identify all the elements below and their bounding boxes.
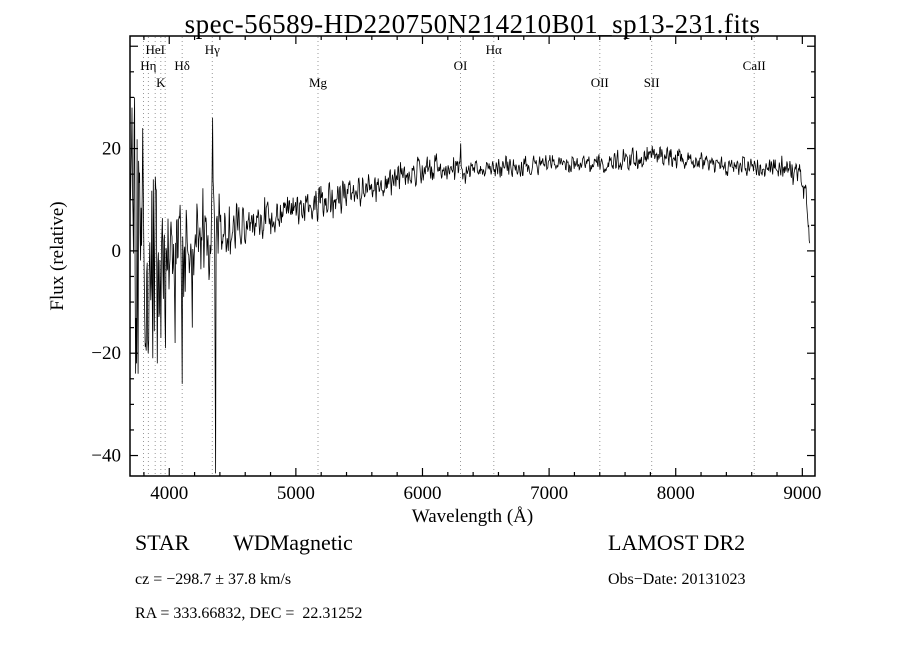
spectral-line-label: Hδ — [174, 58, 190, 73]
x-axis-label: Wavelength (Å) — [411, 506, 534, 527]
x-tick-label: 5000 — [277, 483, 315, 504]
y-tick-label: 20 — [102, 139, 121, 160]
spectral-line-label: Hγ — [205, 42, 220, 57]
spectral-line-label: SII — [644, 75, 660, 90]
y-tick-label: −20 — [91, 343, 121, 364]
cz-velocity-label: cz = −298.7 ± 37.8 km/s — [135, 571, 292, 588]
spectral-line-label: K — [156, 75, 166, 90]
plot-frame — [129, 35, 816, 477]
x-tick-label: 9000 — [783, 483, 821, 504]
spectral-line-label: Hα — [486, 42, 502, 57]
x-tick-label: 8000 — [657, 483, 695, 504]
ra-dec-label: RA = 333.66832, DEC = 22.31252 — [135, 605, 363, 622]
y-tick-label: 0 — [112, 241, 122, 262]
obs-date-label: Obs−Date: 20131023 — [608, 571, 746, 588]
spectral-line-label: Hη — [140, 58, 156, 73]
spectral-line-label: Mg — [309, 75, 328, 90]
spectral-line-label: HeI — [145, 42, 165, 57]
spectral-line-label: CaII — [743, 58, 766, 73]
x-tick-label: 4000 — [150, 483, 188, 504]
spectrum-trace — [130, 97, 811, 474]
spectral-line-label: OI — [454, 58, 468, 73]
x-tick-label: 6000 — [403, 483, 441, 504]
y-tick-label: −40 — [91, 446, 121, 467]
plot-title: spec-56589-HD220750N214210B01_sp13-231.f… — [184, 9, 761, 39]
survey-release-label: LAMOST DR2 — [608, 530, 746, 555]
x-tick-label: 7000 — [530, 483, 568, 504]
spectral-line-label: OII — [591, 75, 609, 90]
object-class-label: STAR WDMagnetic — [135, 530, 353, 555]
